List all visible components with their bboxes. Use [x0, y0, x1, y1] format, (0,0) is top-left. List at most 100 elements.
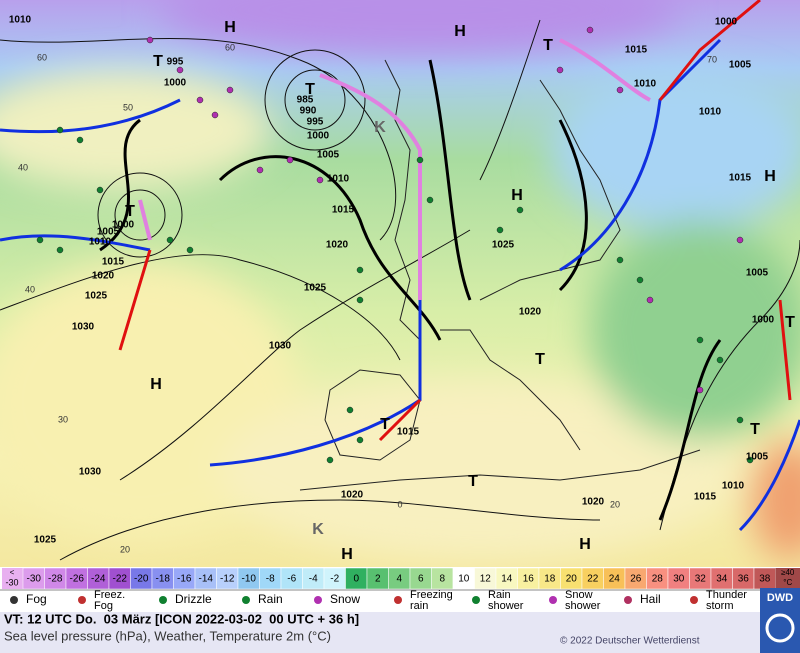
weather-symbol — [636, 276, 644, 284]
weather-symbol — [516, 206, 524, 214]
scale-label: -30 — [27, 574, 42, 585]
scale-label: -18 — [156, 574, 171, 585]
scale-label: -6 — [287, 574, 296, 585]
scale-label: 8 — [439, 574, 445, 585]
pressure-center: T — [785, 314, 795, 331]
map-labels: 1010995100098599099510001005101010151020… — [9, 15, 795, 564]
legend-label-line: shower — [488, 600, 524, 612]
isobar-label: 1010 — [327, 174, 350, 185]
isobars — [0, 19, 800, 561]
legend-label: Freezing rain — [410, 589, 453, 612]
troughs — [99, 59, 722, 521]
pressure-center: K — [374, 119, 386, 136]
pressure-center: T — [535, 351, 545, 368]
scale-label: 36 — [738, 574, 750, 585]
isobar-label: 1005 — [729, 60, 752, 71]
valid-time: VT: 12 UTC Do. 03 März [ICON 2022-03-02 … — [4, 611, 359, 626]
isobar-label: 1025 — [34, 535, 57, 546]
scale-label: 6 — [418, 574, 424, 585]
isobar-label: 1000 — [164, 78, 187, 89]
scale-label: ≥40 — [781, 568, 795, 577]
isobar-label: 1030 — [269, 341, 292, 352]
coastlines — [299, 59, 701, 491]
weather-symbol — [356, 296, 364, 304]
logo-text: DWD — [767, 592, 793, 604]
isobar-label: 1020 — [341, 490, 364, 501]
weather-symbol — [716, 356, 724, 364]
scale-label: 4 — [396, 574, 402, 585]
pressure-center: T — [380, 416, 390, 433]
pressure-center: H — [341, 546, 353, 563]
isobar-label: 1015 — [332, 205, 355, 216]
scale-label: -14 — [199, 574, 214, 585]
legend-label: Fog — [26, 592, 47, 606]
weather-symbol — [416, 156, 424, 164]
legend-icon — [472, 596, 480, 604]
weather-symbol — [696, 336, 704, 344]
temperature-label: 30 — [58, 414, 68, 424]
isobar-label: 1020 — [582, 497, 605, 508]
isobar-label: 985 — [297, 95, 314, 106]
pressure-center: T — [543, 37, 553, 54]
scale-label: -20 — [134, 574, 149, 585]
temperature-label: 40 — [18, 162, 28, 172]
pressure-center: H — [150, 376, 162, 393]
scale-label: -12 — [220, 574, 235, 585]
weather-symbol — [186, 246, 194, 254]
scale-label: 24 — [609, 574, 621, 585]
scale-cell — [775, 568, 800, 589]
cold-fronts — [0, 38, 800, 532]
legend-label-line: Snow — [565, 589, 593, 601]
isobar-label: 1005 — [317, 150, 340, 161]
scale-label: -10 — [242, 574, 257, 585]
legend-label: Hail — [640, 592, 661, 606]
weather-symbol — [346, 406, 354, 414]
pressure-center: H — [764, 168, 776, 185]
isobar-label: 1015 — [102, 257, 125, 268]
description: Sea level pressure (hPa), Weather, Tempe… — [4, 628, 331, 643]
weather-symbol — [556, 66, 564, 74]
legend-icon — [394, 596, 402, 604]
isobar-label: 1020 — [519, 307, 542, 318]
weather-symbol — [736, 416, 744, 424]
legend-label-line: Rain — [488, 589, 511, 601]
pressure-center: T — [125, 203, 135, 220]
weather-symbol — [316, 176, 324, 184]
weather-symbol — [696, 386, 704, 394]
weather-symbol — [496, 226, 504, 234]
pressure-center: T — [153, 53, 163, 70]
scale-label: < — [10, 568, 15, 577]
scale-label: -2 — [330, 574, 339, 585]
temperature-label: 60 — [37, 52, 47, 62]
legend-label-line: Thunder — [706, 589, 747, 601]
pressure-center: T — [750, 421, 760, 438]
isobar-label: 1025 — [304, 283, 327, 294]
pressure-center: H — [454, 23, 466, 40]
legend-icon — [10, 596, 18, 604]
weather-symbol — [616, 256, 624, 264]
scale-label: 2 — [375, 574, 381, 585]
isobar-label: 1005 — [746, 452, 769, 463]
copyright: © 2022 Deutscher Wetterdienst — [560, 636, 700, 647]
legend-icon — [690, 596, 698, 604]
weather-symbol — [226, 86, 234, 94]
isobar-label: 1000 — [752, 315, 775, 326]
weather-symbol — [96, 186, 104, 194]
isobar-label: 1000 — [715, 17, 738, 28]
pressure-center: T — [305, 81, 315, 98]
isobar-label: 1015 — [729, 173, 752, 184]
legend-icon — [314, 596, 322, 604]
isobar-label: 1015 — [397, 427, 420, 438]
legend-icon — [242, 596, 250, 604]
scale-label: 18 — [544, 574, 556, 585]
scale-label: -26 — [70, 574, 85, 585]
isobar-label: 990 — [300, 106, 317, 117]
legend-label: Freez. Fog — [94, 589, 125, 612]
isobar-label: 1010 — [722, 481, 745, 492]
legend-label-line: Freez. — [94, 589, 125, 601]
temperature-label: 20 — [610, 499, 620, 509]
isobar-label: 1030 — [72, 322, 95, 333]
pressure-center: H — [511, 187, 523, 204]
scale-label: -8 — [266, 574, 275, 585]
color-scale: <-30 -30 -28 -26 -24 -22 -20 -18 -16 -14 -12 -10 -8-… — [2, 567, 800, 590]
